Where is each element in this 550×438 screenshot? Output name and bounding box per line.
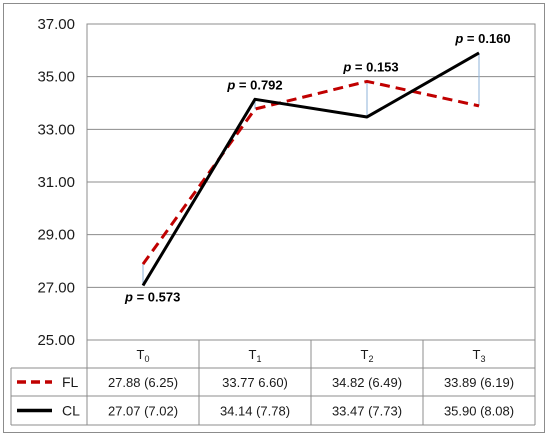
p-value-annotation: p = 0.153 — [342, 59, 398, 74]
table-cell: 27.88 (6.25) — [108, 375, 178, 390]
table-cell: 34.82 (6.49) — [332, 375, 402, 390]
y-tick-label: 25.00 — [37, 332, 75, 349]
table-cell: 33.47 (7.73) — [332, 404, 402, 419]
series-line-fl — [141, 79, 480, 266]
x-category-label: T0 — [137, 347, 150, 364]
y-tick-label: 27.00 — [37, 279, 75, 296]
table-cell: 27.07 (7.02) — [108, 404, 178, 419]
x-category-label: T3 — [473, 347, 486, 364]
p-value-annotation: p = 0.160 — [454, 31, 510, 46]
x-category-label: T2 — [361, 347, 374, 364]
table-cell: 33.89 (6.19) — [444, 375, 514, 390]
series-line-cl — [141, 51, 480, 287]
y-tick-label: 29.00 — [37, 227, 75, 244]
table-cell: 35.90 (8.08) — [444, 404, 514, 419]
x-category-label: T1 — [249, 347, 262, 364]
legend-label-fl: FL — [62, 374, 79, 390]
legend-label-cl: CL — [62, 403, 80, 419]
p-value-annotation: p = 0.792 — [226, 77, 282, 92]
y-tick-label: 31.00 — [37, 174, 75, 191]
table-cell: 34.14 (7.78) — [220, 404, 290, 419]
y-tick-label: 33.00 — [37, 121, 75, 138]
chart-frame — [3, 3, 545, 433]
table-cell: 33.77 6.60) — [222, 375, 288, 390]
p-value-annotation: p = 0.573 — [124, 289, 180, 304]
y-tick-label: 37.00 — [37, 16, 75, 33]
y-tick-label: 35.00 — [37, 69, 75, 86]
